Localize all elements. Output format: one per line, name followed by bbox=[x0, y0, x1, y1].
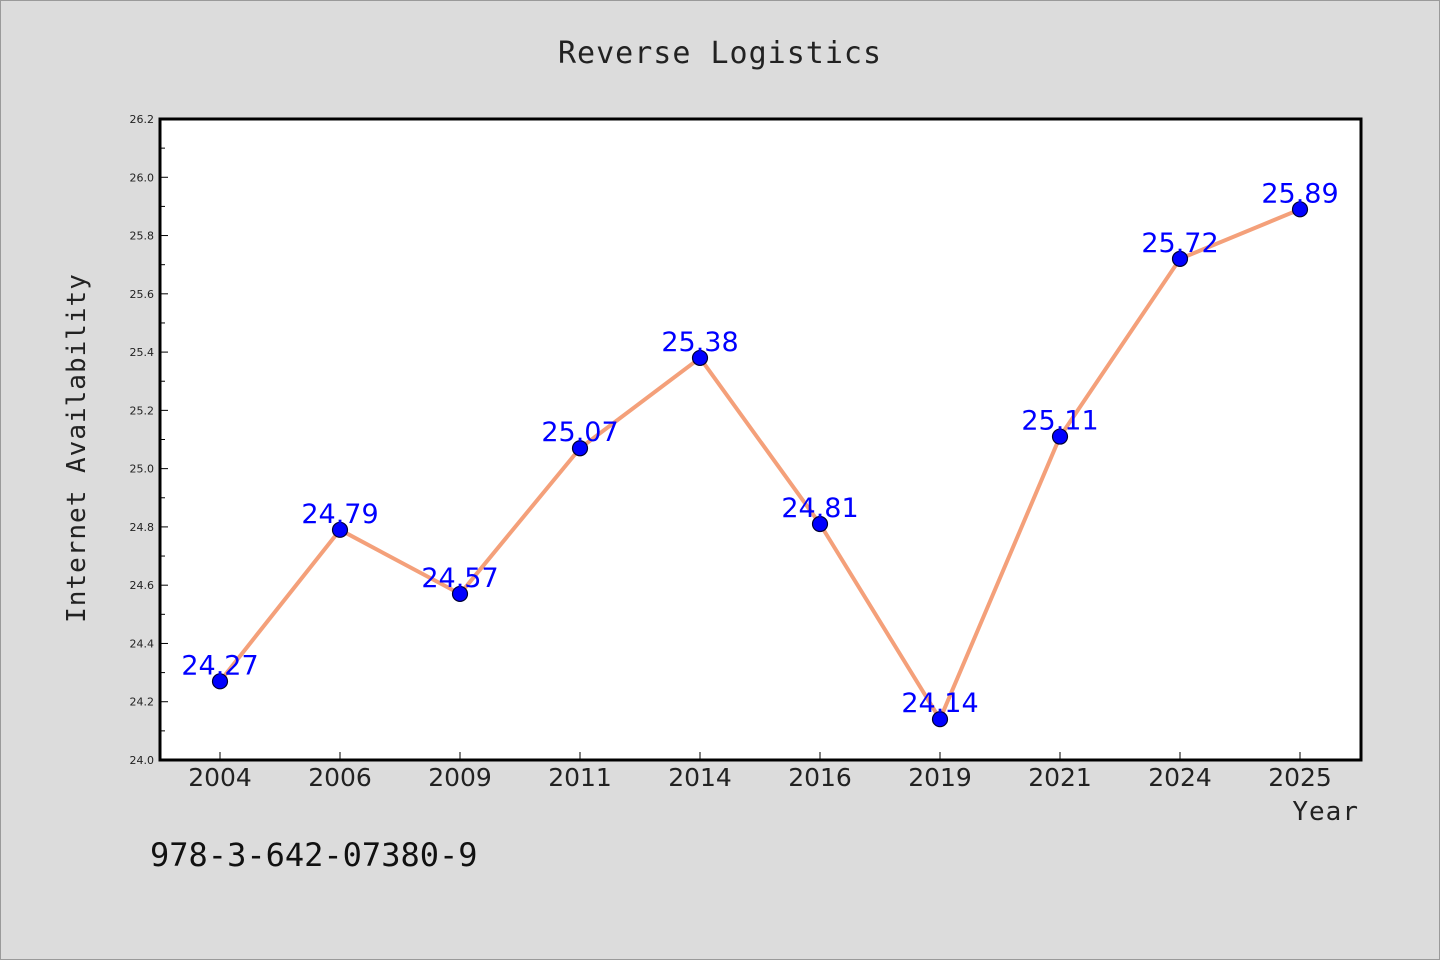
chart-title: Reverse Logistics bbox=[558, 36, 882, 71]
series-markers bbox=[211, 201, 1309, 728]
data-point-label: 25.89 bbox=[1261, 178, 1338, 209]
y-tick-label: 24.6 bbox=[130, 579, 155, 592]
x-tick-label: 2025 bbox=[1268, 763, 1332, 792]
x-tick-label: 2014 bbox=[668, 763, 732, 792]
y-tick-label: 25.2 bbox=[130, 404, 155, 417]
x-tick-label: 2004 bbox=[188, 763, 252, 792]
y-tick-label: 25.6 bbox=[130, 288, 155, 301]
data-point-label: 24.81 bbox=[781, 493, 858, 524]
x-tick-label: 2019 bbox=[908, 763, 972, 792]
data-point-marker bbox=[1051, 428, 1069, 445]
data-point-marker bbox=[1291, 201, 1309, 218]
y-tick-label: 24.2 bbox=[130, 696, 155, 709]
x-tick-label: 2024 bbox=[1148, 763, 1212, 792]
data-point-marker bbox=[331, 521, 349, 538]
data-point-label: 25.11 bbox=[1021, 406, 1098, 437]
data-point-marker bbox=[571, 440, 589, 457]
y-tick-label: 24.4 bbox=[130, 637, 155, 650]
data-point-label: 25.07 bbox=[541, 417, 618, 448]
isbn-text: 978-3-642-07380-9 bbox=[150, 836, 478, 874]
x-tick-label: 2006 bbox=[308, 763, 372, 792]
data-point-marker bbox=[1171, 250, 1189, 267]
data-point-marker bbox=[691, 349, 709, 367]
data-point-label: 24.79 bbox=[301, 499, 378, 530]
x-tick-label: 2021 bbox=[1028, 763, 1092, 792]
x-axis-label: Year bbox=[1292, 797, 1359, 827]
data-point-marker bbox=[451, 585, 469, 603]
y-axis-label: Internet Availability bbox=[62, 273, 92, 623]
series-line bbox=[218, 207, 1301, 722]
y-tick-label: 24.8 bbox=[130, 521, 155, 534]
x-tick-label: 2009 bbox=[428, 763, 492, 792]
y-tick-label: 25.4 bbox=[130, 346, 155, 359]
data-point-label: 25.72 bbox=[1141, 228, 1218, 259]
data-point-marker bbox=[931, 711, 949, 728]
y-tick-label: 26.2 bbox=[130, 113, 155, 126]
series-polyline bbox=[218, 207, 1301, 722]
data-point-label: 24.57 bbox=[421, 563, 498, 594]
x-tick-label: 2016 bbox=[788, 763, 852, 792]
data-point-marker bbox=[211, 673, 229, 690]
data-point-label: 24.27 bbox=[181, 650, 258, 681]
y-tick-label: 24.0 bbox=[130, 754, 155, 767]
x-axis: 2004 2006 2009 2011 2014 2016 2019 2021 2024 2025 bbox=[188, 752, 1332, 792]
data-point-marker bbox=[811, 515, 829, 533]
x-tick-label: 2011 bbox=[548, 763, 612, 792]
y-tick-label: 26.0 bbox=[130, 171, 155, 184]
data-point-label: 25.38 bbox=[661, 327, 738, 358]
data-point-label: 24.14 bbox=[901, 688, 978, 719]
plot-border bbox=[158, 117, 1363, 762]
y-tick-label: 25.8 bbox=[130, 230, 155, 243]
y-tick-label: 25.0 bbox=[130, 463, 155, 476]
data-labels: 24.27 24.79 24.57 25.07 25.38 24.81 24.14 25.11… bbox=[181, 178, 1338, 719]
